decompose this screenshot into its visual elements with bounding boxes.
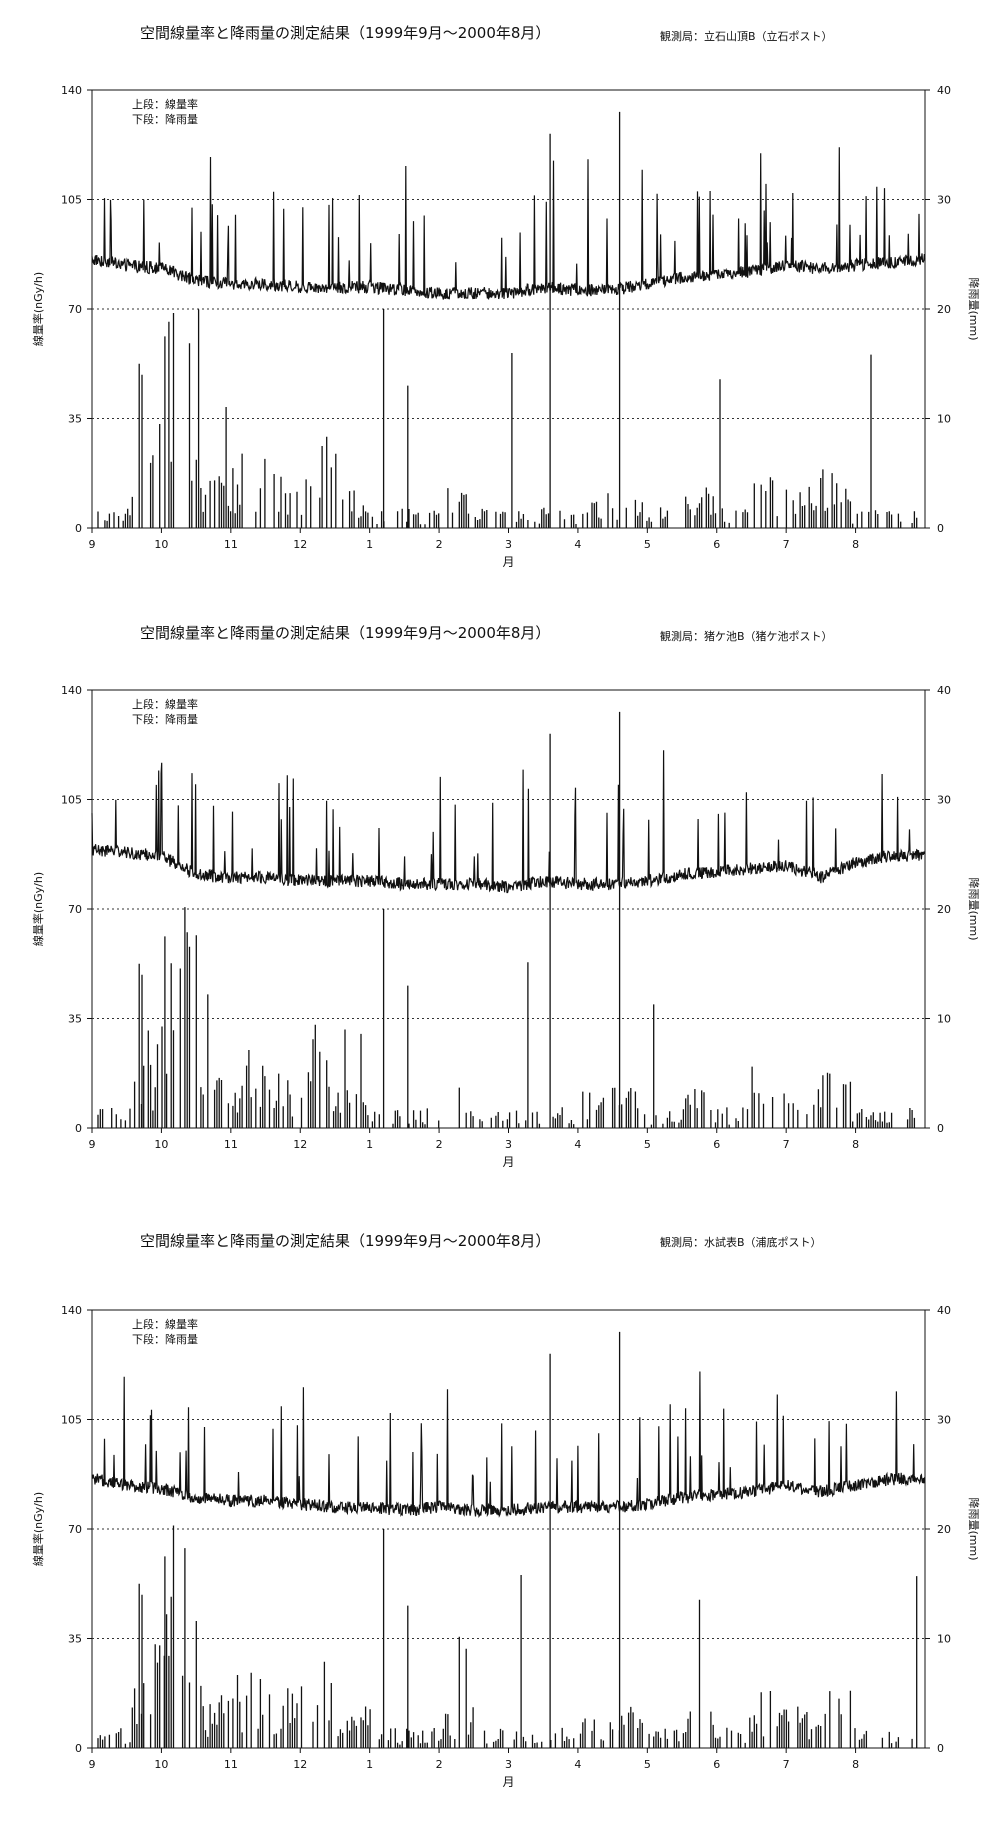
x-tick-label: 9 — [89, 1758, 96, 1771]
x-tick-label: 9 — [89, 538, 96, 551]
x-tick-label: 10 — [154, 1138, 168, 1151]
x-tick-label: 12 — [293, 1758, 307, 1771]
x-tick-label: 4 — [574, 1138, 581, 1151]
x-tick-label: 7 — [783, 1138, 790, 1151]
y-left-tick-label: 105 — [61, 194, 82, 207]
x-tick-label: 7 — [783, 1758, 790, 1771]
y-right-tick-label: 30 — [937, 194, 951, 207]
y-left-tick-label: 70 — [68, 1523, 82, 1536]
y-right-tick-label: 20 — [937, 903, 951, 916]
chart-title: 空間線量率と降雨量の測定結果（1999年9月～2000年8月） — [140, 1232, 551, 1250]
legend-entry: 上段：線量率 — [132, 1317, 198, 1331]
dose-rate-series-line — [91, 147, 926, 300]
x-tick-label: 8 — [852, 1138, 859, 1151]
chart-panel-3: 空間線量率と降雨量の測定結果（1999年9月～2000年8月） 観測局：水試表B（… — [0, 1220, 1000, 1820]
y-left-tick-label: 105 — [61, 794, 82, 807]
x-tick-label: 12 — [293, 538, 307, 551]
y-right-tick-label: 30 — [937, 794, 951, 807]
legend-entry: 上段：線量率 — [132, 697, 198, 711]
y-right-tick-label: 30 — [937, 1414, 951, 1427]
x-tick-label: 5 — [644, 1138, 651, 1151]
x-tick-label: 1 — [366, 1138, 373, 1151]
x-tick-label: 3 — [505, 1138, 512, 1151]
x-tick-label: 7 — [783, 538, 790, 551]
legend-entry: 下段：降雨量 — [132, 1332, 198, 1346]
y-left-tick-label: 0 — [75, 1742, 82, 1755]
x-axis-label: 月 — [502, 1155, 514, 1169]
y-left-tick-label: 105 — [61, 1414, 82, 1427]
x-tick-label: 1 — [366, 538, 373, 551]
dose-rate-series-line — [91, 750, 926, 894]
x-tick-label: 9 — [89, 1138, 96, 1151]
rainfall-series-bars — [97, 111, 918, 528]
x-tick-label: 10 — [154, 1758, 168, 1771]
x-tick-label: 11 — [224, 538, 238, 551]
dose-rate-series-line — [91, 1371, 926, 1518]
x-tick-label: 3 — [505, 538, 512, 551]
y-right-tick-label: 40 — [937, 84, 951, 97]
x-tick-label: 8 — [852, 1758, 859, 1771]
y-left-axis-label: 線量率(nGy/h) — [31, 872, 45, 946]
x-tick-label: 8 — [852, 538, 859, 551]
rainfall-series-bars — [97, 711, 916, 1128]
chart-panel-1: 空間線量率と降雨量の測定結果（1999年9月～2000年8月） 観測局：立石山頂B… — [0, 0, 1000, 600]
station-label: 観測局：猪ケ池B（猪ケ池ポスト） — [660, 630, 833, 643]
y-right-tick-label: 10 — [937, 1633, 951, 1646]
x-tick-label: 11 — [224, 1138, 238, 1151]
y-right-axis-label: 降雨量(mm) — [967, 877, 981, 940]
x-tick-label: 10 — [154, 538, 168, 551]
x-tick-label: 11 — [224, 1758, 238, 1771]
x-tick-label: 6 — [713, 1758, 720, 1771]
y-right-tick-label: 20 — [937, 1523, 951, 1536]
x-axis-label: 月 — [502, 1775, 514, 1789]
y-left-axis-label: 線量率(nGy/h) — [31, 272, 45, 346]
x-tick-label: 12 — [293, 1138, 307, 1151]
y-left-tick-label: 35 — [68, 413, 82, 426]
chart-title: 空間線量率と降雨量の測定結果（1999年9月～2000年8月） — [140, 624, 551, 642]
legend-entry: 下段：降雨量 — [132, 712, 198, 726]
x-tick-label: 5 — [644, 538, 651, 551]
y-right-tick-label: 10 — [937, 413, 951, 426]
chart-panel-2: 空間線量率と降雨量の測定結果（1999年9月～2000年8月） 観測局：猪ケ池B（… — [0, 600, 1000, 1200]
x-tick-label: 6 — [713, 1138, 720, 1151]
y-right-axis-label: 降雨量(mm) — [967, 1497, 981, 1560]
legend-entry: 下段：降雨量 — [132, 112, 198, 126]
rainfall-series-bars — [97, 1331, 918, 1748]
y-left-tick-label: 0 — [75, 522, 82, 535]
y-left-tick-label: 35 — [68, 1013, 82, 1026]
chart-title: 空間線量率と降雨量の測定結果（1999年9月～2000年8月） — [140, 24, 551, 42]
y-right-tick-label: 40 — [937, 684, 951, 697]
y-right-tick-label: 40 — [937, 1304, 951, 1317]
x-tick-label: 1 — [366, 1758, 373, 1771]
y-right-tick-label: 20 — [937, 303, 951, 316]
x-tick-label: 2 — [436, 538, 443, 551]
x-tick-label: 6 — [713, 538, 720, 551]
y-left-tick-label: 140 — [61, 84, 82, 97]
station-label: 観測局：立石山頂B（立石ポスト） — [660, 30, 833, 43]
y-left-tick-label: 35 — [68, 1633, 82, 1646]
x-tick-label: 2 — [436, 1138, 443, 1151]
x-tick-label: 4 — [574, 1758, 581, 1771]
x-tick-label: 3 — [505, 1758, 512, 1771]
y-right-tick-label: 0 — [937, 1742, 944, 1755]
y-right-tick-label: 0 — [937, 1122, 944, 1135]
y-left-tick-label: 140 — [61, 684, 82, 697]
y-left-axis-label: 線量率(nGy/h) — [31, 1492, 45, 1566]
x-tick-label: 4 — [574, 538, 581, 551]
y-left-tick-label: 0 — [75, 1122, 82, 1135]
y-left-tick-label: 70 — [68, 903, 82, 916]
legend-entry: 上段：線量率 — [132, 97, 198, 111]
y-right-tick-label: 10 — [937, 1013, 951, 1026]
x-tick-label: 2 — [436, 1758, 443, 1771]
y-right-axis-label: 降雨量(mm) — [967, 277, 981, 340]
y-left-tick-label: 140 — [61, 1304, 82, 1317]
y-right-tick-label: 0 — [937, 522, 944, 535]
station-label: 観測局：水試表B（浦底ポスト） — [660, 1236, 822, 1249]
x-tick-label: 5 — [644, 1758, 651, 1771]
x-axis-label: 月 — [502, 555, 514, 569]
y-left-tick-label: 70 — [68, 303, 82, 316]
